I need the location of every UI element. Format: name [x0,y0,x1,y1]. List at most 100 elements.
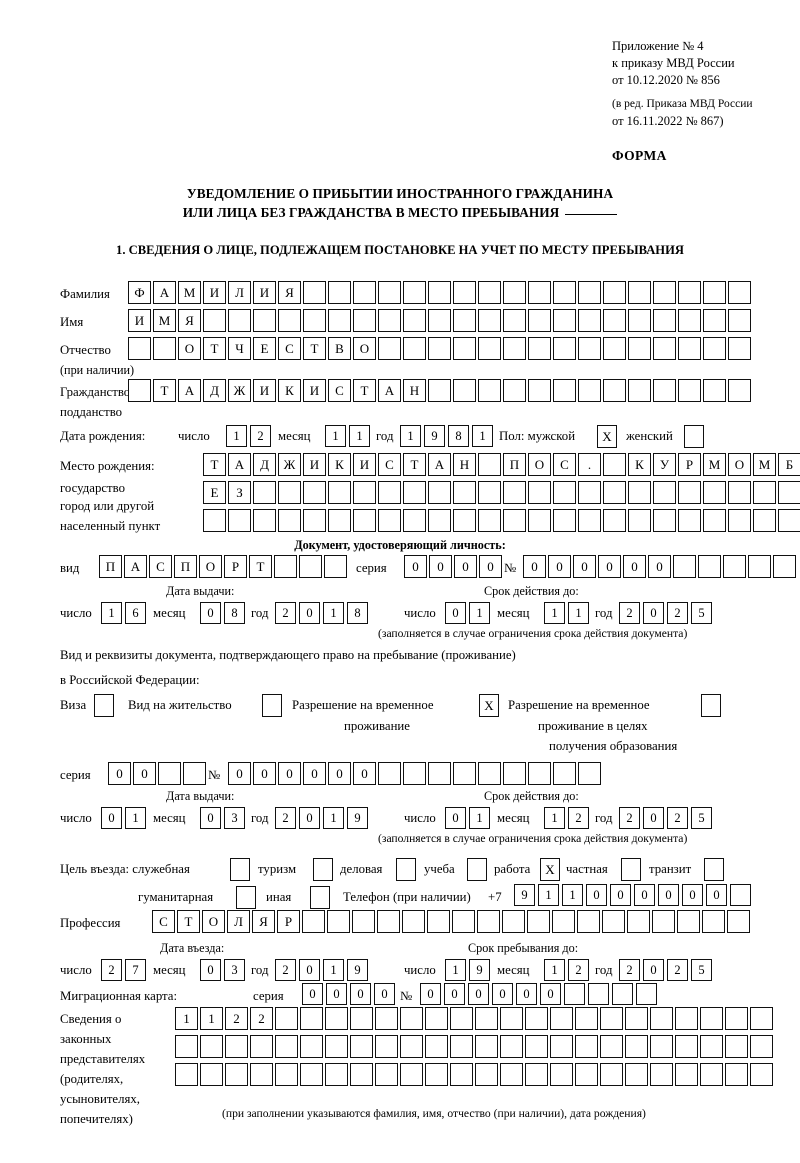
char-cell[interactable] [275,1035,298,1058]
char-cell[interactable] [653,509,676,532]
char-cell[interactable]: 1 [568,602,589,624]
char-cell[interactable]: И [128,309,151,332]
checkbox-purpose-tourism[interactable] [313,858,333,881]
char-cell[interactable] [328,481,351,504]
char-cell[interactable] [750,1063,773,1086]
checkbox-residence-permit[interactable] [262,694,282,717]
char-cell[interactable]: 1 [544,807,565,829]
char-cell[interactable] [678,309,701,332]
char-cell[interactable] [228,509,251,532]
char-cell[interactable] [578,379,601,402]
char-cell[interactable]: 2 [619,807,640,829]
char-cell[interactable] [475,1007,498,1030]
char-cell[interactable] [500,1007,523,1030]
char-cell[interactable] [350,1007,373,1030]
char-cell[interactable]: 0 [404,555,427,578]
char-cell[interactable]: И [353,453,376,476]
char-cell[interactable] [253,481,276,504]
char-cell[interactable] [303,481,326,504]
char-cell[interactable] [703,309,726,332]
char-cell[interactable]: С [553,453,576,476]
char-cell[interactable] [778,481,800,504]
char-cell[interactable] [703,509,726,532]
char-cell[interactable] [698,555,721,578]
char-cell[interactable] [425,1035,448,1058]
char-cell[interactable] [175,1035,198,1058]
checkbox-visa[interactable] [94,694,114,717]
char-cell[interactable]: Д [203,379,226,402]
char-cell[interactable] [253,509,276,532]
char-cell[interactable]: 0 [101,807,122,829]
char-cell[interactable] [700,1063,723,1086]
char-cell[interactable] [702,910,725,933]
checkbox-purpose-transit[interactable] [704,858,724,881]
char-cell[interactable]: А [178,379,201,402]
char-cell[interactable] [525,1007,548,1030]
char-cell[interactable]: 1 [349,425,370,447]
char-cell[interactable] [650,1063,673,1086]
char-cell[interactable] [500,1063,523,1086]
char-cell[interactable] [625,1035,648,1058]
char-cell[interactable]: Л [228,281,251,304]
char-cell[interactable] [450,1035,473,1058]
char-cell[interactable] [677,910,700,933]
char-cell[interactable] [378,509,401,532]
char-cell[interactable] [299,555,322,578]
char-cell[interactable]: 2 [619,602,640,624]
char-cell[interactable] [303,509,326,532]
char-cell[interactable] [477,910,500,933]
char-cell[interactable]: 1 [101,602,122,624]
char-cell[interactable] [453,509,476,532]
char-cell[interactable] [578,281,601,304]
legal-rep-row-3-cells[interactable] [175,1063,775,1086]
char-cell[interactable]: 2 [275,959,296,981]
char-cell[interactable]: Е [253,337,276,360]
char-cell[interactable]: 0 [444,983,465,1005]
char-cell[interactable]: . [578,453,601,476]
char-cell[interactable] [303,281,326,304]
char-cell[interactable] [748,555,771,578]
char-cell[interactable] [550,1063,573,1086]
char-cell[interactable] [503,379,526,402]
char-cell[interactable] [603,509,626,532]
char-cell[interactable] [578,762,601,785]
char-cell[interactable]: Е [203,481,226,504]
char-cell[interactable] [503,309,526,332]
char-cell[interactable]: 1 [323,602,344,624]
char-cell[interactable]: О [728,453,751,476]
char-cell[interactable] [577,910,600,933]
char-cell[interactable]: Т [353,379,376,402]
char-cell[interactable]: И [303,453,326,476]
char-cell[interactable]: 8 [448,425,469,447]
char-cell[interactable] [378,481,401,504]
char-cell[interactable]: А [428,453,451,476]
char-cell[interactable]: 2 [568,959,589,981]
char-cell[interactable] [528,337,551,360]
char-cell[interactable] [628,309,651,332]
char-cell[interactable] [703,337,726,360]
char-cell[interactable]: З [228,481,251,504]
char-cell[interactable] [575,1035,598,1058]
char-cell[interactable]: О [178,337,201,360]
char-cell[interactable]: О [202,910,225,933]
char-cell[interactable]: П [503,453,526,476]
char-cell[interactable] [550,1007,573,1030]
char-cell[interactable]: Н [403,379,426,402]
char-cell[interactable] [628,481,651,504]
char-cell[interactable] [478,337,501,360]
char-cell[interactable] [400,1063,423,1086]
char-cell[interactable] [553,337,576,360]
char-cell[interactable]: 0 [643,959,664,981]
char-cell[interactable] [275,1007,298,1030]
char-cell[interactable]: 0 [200,959,221,981]
char-cell[interactable]: 0 [200,807,221,829]
char-cell[interactable]: 0 [353,762,376,785]
